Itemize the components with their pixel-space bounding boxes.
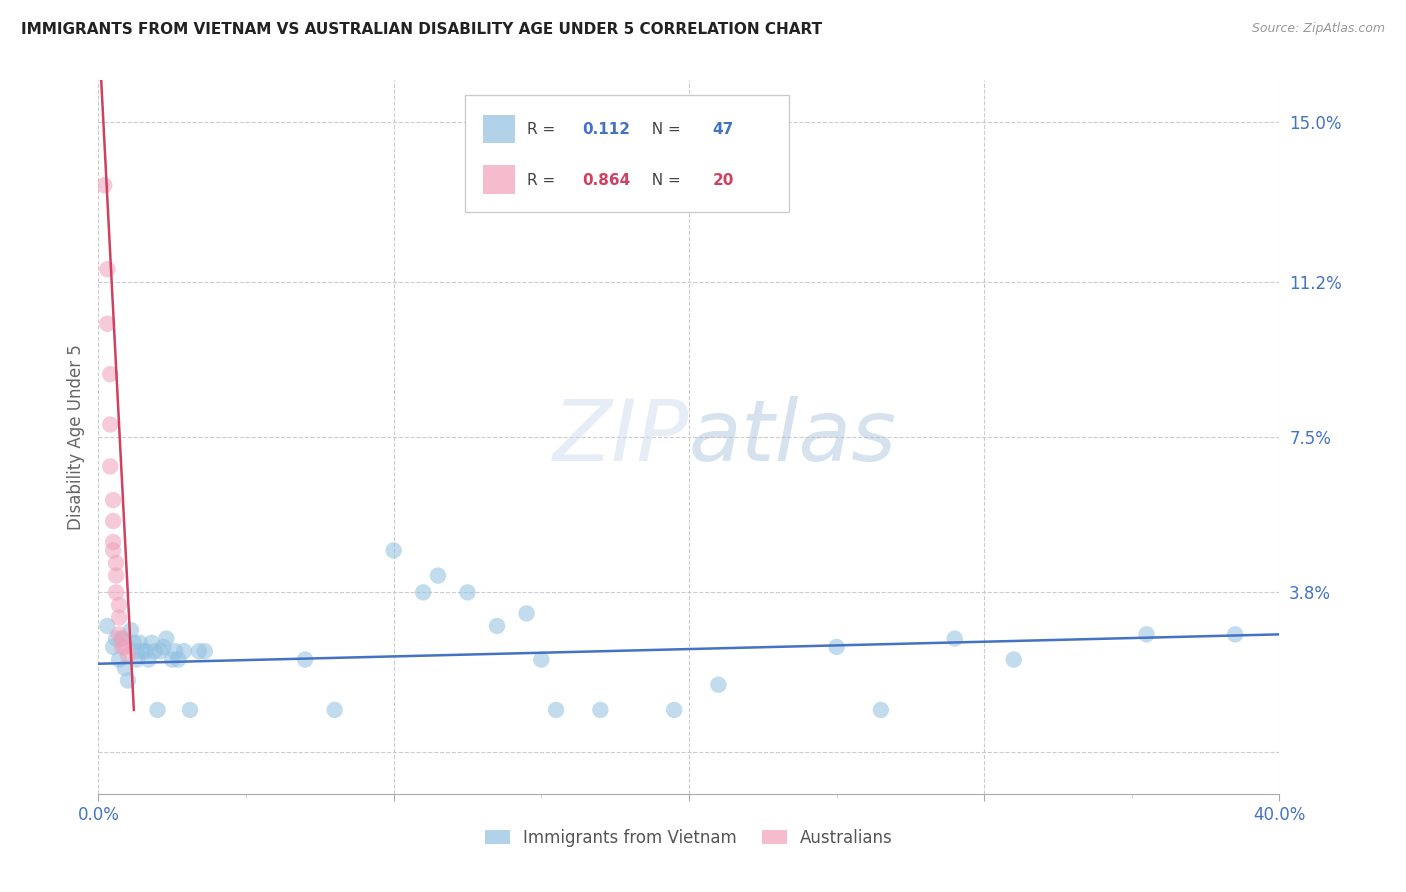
Point xyxy=(111,640,134,654)
Point xyxy=(111,632,134,646)
Point xyxy=(103,543,125,558)
Point xyxy=(117,648,139,663)
Point xyxy=(457,585,479,599)
Point xyxy=(1225,627,1247,641)
Point xyxy=(152,640,174,654)
Text: R =: R = xyxy=(527,121,560,136)
Point xyxy=(589,703,612,717)
Text: atlas: atlas xyxy=(689,395,897,479)
Point xyxy=(173,644,195,658)
Point xyxy=(149,644,172,658)
Point xyxy=(870,703,893,717)
Point xyxy=(516,607,538,621)
Text: 0.864: 0.864 xyxy=(582,173,631,187)
Point xyxy=(111,632,134,646)
Point xyxy=(138,652,160,666)
Point xyxy=(125,644,148,658)
Point xyxy=(103,514,125,528)
Point xyxy=(96,317,118,331)
Point xyxy=(294,652,316,666)
Text: N =: N = xyxy=(641,121,685,136)
Text: N =: N = xyxy=(641,173,685,187)
Point xyxy=(98,367,121,381)
Point xyxy=(323,703,346,717)
Point xyxy=(825,640,848,654)
Point xyxy=(412,585,434,599)
Point xyxy=(141,636,163,650)
Point xyxy=(187,644,209,658)
Point xyxy=(167,652,190,666)
Text: 47: 47 xyxy=(713,121,734,136)
Point xyxy=(103,535,125,549)
Point xyxy=(146,703,169,717)
Point xyxy=(165,644,187,658)
Point xyxy=(1136,627,1159,641)
Point xyxy=(546,703,568,717)
Point xyxy=(114,661,136,675)
Point xyxy=(143,644,166,658)
Point xyxy=(135,644,157,658)
Point xyxy=(120,623,142,637)
Point xyxy=(105,568,128,582)
Point xyxy=(707,678,730,692)
FancyBboxPatch shape xyxy=(464,95,789,212)
Point xyxy=(664,703,686,717)
Text: Source: ZipAtlas.com: Source: ZipAtlas.com xyxy=(1251,22,1385,36)
Point xyxy=(179,703,201,717)
Point xyxy=(98,459,121,474)
Point xyxy=(382,543,405,558)
Point xyxy=(103,640,125,654)
Point xyxy=(98,417,121,432)
Text: IMMIGRANTS FROM VIETNAM VS AUSTRALIAN DISABILITY AGE UNDER 5 CORRELATION CHART: IMMIGRANTS FROM VIETNAM VS AUSTRALIAN DI… xyxy=(21,22,823,37)
Text: R =: R = xyxy=(527,173,560,187)
Y-axis label: Disability Age Under 5: Disability Age Under 5 xyxy=(66,344,84,530)
Point xyxy=(108,627,131,641)
Point xyxy=(128,636,150,650)
Point xyxy=(943,632,966,646)
Point xyxy=(108,652,131,666)
Point xyxy=(105,556,128,570)
Point xyxy=(1002,652,1025,666)
Point xyxy=(105,585,128,599)
Point xyxy=(427,568,450,582)
Point xyxy=(114,640,136,654)
Point xyxy=(105,632,128,646)
Text: 0.112: 0.112 xyxy=(582,121,631,136)
Point xyxy=(108,598,131,612)
Point xyxy=(132,644,155,658)
Point xyxy=(162,652,183,666)
Point xyxy=(117,673,139,688)
Point xyxy=(122,636,145,650)
FancyBboxPatch shape xyxy=(484,166,516,194)
Point xyxy=(530,652,553,666)
Point xyxy=(155,632,177,646)
FancyBboxPatch shape xyxy=(484,114,516,143)
Point xyxy=(93,178,115,193)
Text: 20: 20 xyxy=(713,173,734,187)
Point xyxy=(486,619,509,633)
Point xyxy=(96,619,118,633)
Point xyxy=(125,652,148,666)
Legend: Immigrants from Vietnam, Australians: Immigrants from Vietnam, Australians xyxy=(478,822,900,854)
Text: ZIP: ZIP xyxy=(553,395,689,479)
Point xyxy=(103,493,125,508)
Point xyxy=(194,644,217,658)
Point xyxy=(96,262,118,277)
Point xyxy=(108,610,131,624)
